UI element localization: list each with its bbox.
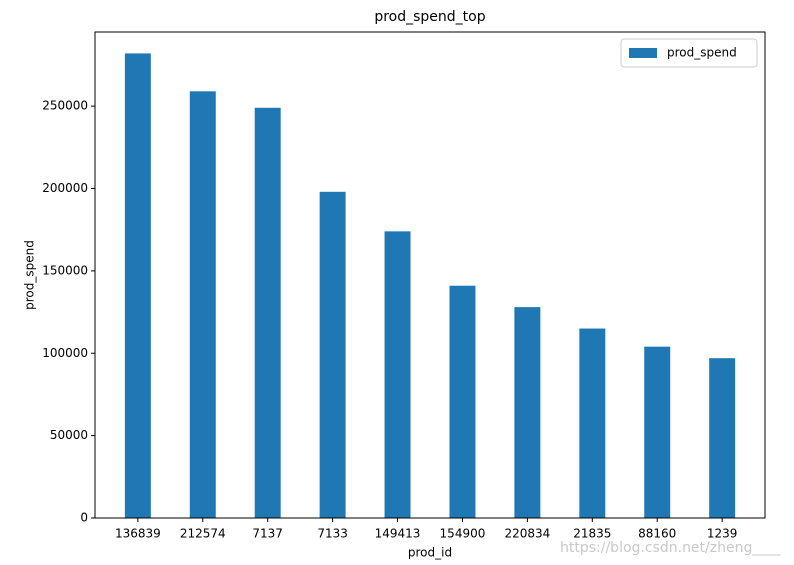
bar bbox=[189, 91, 216, 518]
plot-frame bbox=[94, 31, 766, 519]
bar bbox=[319, 191, 346, 518]
x-tick-label: 88160 bbox=[638, 527, 676, 541]
x-tick-label: 136839 bbox=[115, 527, 161, 541]
y-tick-label: 0 bbox=[80, 511, 88, 525]
x-tick-label: 7137 bbox=[252, 527, 283, 541]
legend-label: prod_spend bbox=[667, 46, 737, 60]
bar bbox=[644, 346, 671, 518]
bar bbox=[579, 328, 606, 518]
bar bbox=[449, 285, 476, 518]
x-axis-label: prod_id bbox=[408, 546, 452, 560]
y-axis-label: prod_spend bbox=[23, 240, 37, 310]
y-tick-label: 200000 bbox=[42, 181, 88, 195]
y-tick-label: 100000 bbox=[42, 346, 88, 360]
chart-title: prod_spend_top bbox=[374, 9, 485, 25]
bar bbox=[709, 358, 736, 518]
bar bbox=[514, 307, 541, 518]
y-tick-label: 250000 bbox=[42, 99, 88, 113]
x-tick-label: 212574 bbox=[180, 527, 226, 541]
bar bbox=[124, 53, 151, 518]
legend-box bbox=[620, 38, 758, 68]
x-tick-label: 149413 bbox=[375, 527, 421, 541]
y-tick-label: 150000 bbox=[42, 263, 88, 277]
y-tick-label: 50000 bbox=[50, 428, 88, 442]
bar bbox=[384, 231, 411, 518]
watermark: https://blog.csdn.net/zheng____ bbox=[560, 540, 781, 556]
bar bbox=[254, 107, 281, 518]
legend-swatch bbox=[629, 48, 657, 58]
x-tick-label: 154900 bbox=[440, 527, 486, 541]
x-tick-label: 220834 bbox=[504, 527, 550, 541]
x-tick-label: 1239 bbox=[707, 527, 738, 541]
x-tick-label: 7133 bbox=[317, 527, 348, 541]
x-tick-label: 21835 bbox=[573, 527, 611, 541]
